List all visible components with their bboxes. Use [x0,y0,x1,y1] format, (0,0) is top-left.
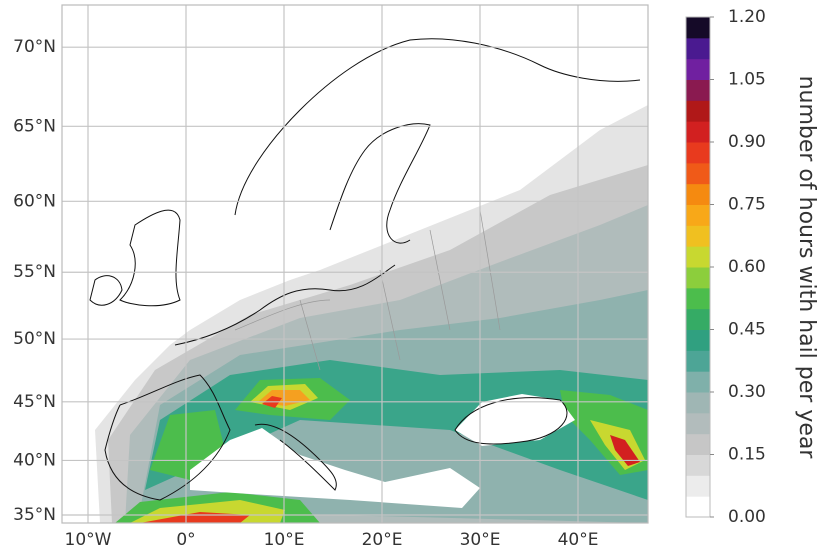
colorbar-bin [686,58,710,80]
coastline [254,423,337,491]
colorbar-bin [686,17,710,39]
colorbar-bin [686,204,710,226]
lat-tick-label: 70°N [13,37,56,57]
lon-tick-label: 10°W [65,530,112,550]
colorbar-tick-label: 0.45 [728,320,766,340]
lon-tick-label: 20°E [362,530,403,550]
coastline [104,374,231,501]
colorbar-tick-label: 0.75 [728,195,766,215]
colorbar-tick-label: 0.30 [728,382,766,402]
lat-tick-label: 60°N [13,191,56,211]
colorbar-bin [686,308,710,330]
lat-tick-label: 40°N [13,450,56,470]
colorbar-bin [686,37,710,60]
colorbar-tick-label: 0.90 [728,132,766,152]
lat-tick-label: 35°N [13,505,56,525]
lat-tick-label: 65°N [13,116,56,136]
colorbar-bin [686,412,710,435]
colorbar-bin [686,121,710,143]
colorbar-tick-label: 0.60 [728,257,766,277]
lat-tick-label: 55°N [13,262,56,282]
colorbar-bin [686,350,710,372]
coastline [329,123,431,244]
colorbar-bin [686,433,710,455]
lon-tick-label: 10°E [264,530,305,550]
lat-tick-label: 50°N [13,329,56,349]
colorbar-bin [686,79,710,101]
colorbar-bin [686,183,710,205]
colorbar-bin [686,267,710,289]
colorbar-bin [686,371,710,393]
coastline [454,397,568,445]
colorbar-bin [686,287,710,310]
colorbar-bin [686,100,710,122]
coastline [119,209,181,307]
colorbar-bin [686,392,710,414]
hail-field [62,5,648,523]
sea [190,428,480,508]
colorbar-label: number of hours with hail per year [794,76,819,460]
coastline [234,38,641,216]
map-frame [61,4,649,524]
colorbar-bin [686,329,710,351]
country-border [234,209,501,371]
colorbar-bin [686,225,710,247]
lon-tick-label: 40°E [558,530,599,550]
colorbar-bin [686,475,710,497]
coastline [89,275,123,306]
colorbar-bin [686,246,710,268]
colorbar-tick-label: 0.00 [728,507,766,527]
hail-zone [610,435,640,466]
lon-tick-label: 30°E [460,530,501,550]
graticule [62,5,648,523]
coastline [174,264,396,346]
colorbar: 0.00 0.15 0.30 0.45 0.60 0.75 0.90 1.05 1.20 [685,7,766,527]
colorbar-bin [686,142,710,164]
colorbar-bin [686,496,710,518]
sea [455,394,575,446]
colorbar-tick-label: 0.15 [728,445,766,465]
lat-tick-label: 45°N [13,392,56,412]
colorbar-bin [686,454,710,476]
colorbar-bin [686,162,710,185]
colorbar-tick-label: 1.05 [728,70,766,90]
lon-tick-label: 0° [176,530,195,550]
colorbar-tick-label: 1.20 [728,7,766,27]
north-area [62,5,648,399]
